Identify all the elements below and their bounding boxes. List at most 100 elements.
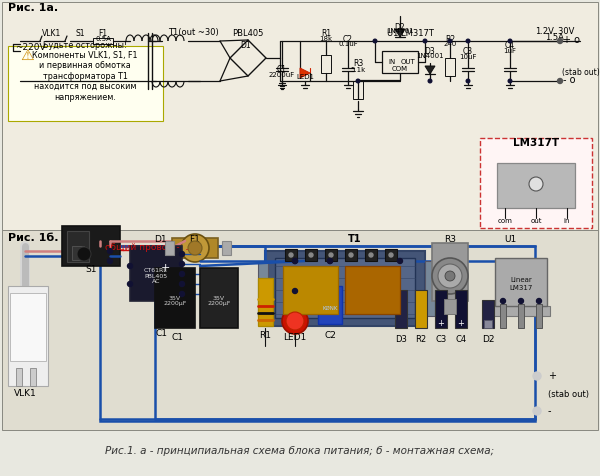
Text: - o: - o <box>563 75 575 85</box>
Text: 0.1uF: 0.1uF <box>338 41 358 47</box>
Bar <box>492 306 550 316</box>
Text: U1: U1 <box>504 235 516 244</box>
Circle shape <box>329 253 333 257</box>
Bar <box>455 290 467 328</box>
Circle shape <box>328 258 332 264</box>
Text: C4: C4 <box>505 41 515 50</box>
Bar <box>497 163 575 208</box>
Circle shape <box>438 264 462 288</box>
Bar <box>2 2 598 230</box>
Circle shape <box>181 234 209 262</box>
Bar <box>536 304 542 328</box>
Text: S1: S1 <box>75 30 85 39</box>
Text: D1: D1 <box>154 235 166 244</box>
Text: U1 LM317T: U1 LM317T <box>386 29 433 38</box>
Text: CT61RL
PBL405
AC: CT61RL PBL405 AC <box>144 268 168 284</box>
Text: R2: R2 <box>415 335 427 344</box>
Bar <box>415 290 427 328</box>
Circle shape <box>500 298 505 304</box>
Text: Linear
LM317: Linear LM317 <box>509 278 533 290</box>
Text: com: com <box>497 218 512 224</box>
Bar <box>258 278 273 326</box>
Text: VLK1: VLK1 <box>14 389 37 398</box>
Text: 10uF: 10uF <box>459 54 477 60</box>
Circle shape <box>536 298 542 304</box>
Bar <box>305 249 317 261</box>
Text: C2: C2 <box>324 331 336 340</box>
Bar <box>155 268 195 328</box>
Text: LED1: LED1 <box>283 334 307 343</box>
Bar <box>444 299 456 314</box>
Bar <box>72 246 84 260</box>
Text: R2: R2 <box>445 34 455 43</box>
Bar <box>325 249 337 261</box>
Circle shape <box>428 79 432 83</box>
Text: C4: C4 <box>455 335 467 344</box>
Text: ⚠: ⚠ <box>20 48 34 62</box>
Circle shape <box>466 79 470 83</box>
Circle shape <box>508 79 512 83</box>
Bar <box>165 241 174 255</box>
Circle shape <box>445 271 455 281</box>
Text: (stab out): (stab out) <box>562 69 600 78</box>
Bar <box>432 243 468 301</box>
Circle shape <box>356 79 360 83</box>
Text: LED1: LED1 <box>296 74 314 80</box>
Circle shape <box>293 258 298 264</box>
Bar <box>8 286 48 386</box>
Circle shape <box>179 261 185 267</box>
Text: Рис.1. а - принципиальная схема блока питания; б - монтажная схема;: Рис.1. а - принципиальная схема блока пи… <box>106 446 494 456</box>
Text: LM317T: LM317T <box>513 138 559 148</box>
Text: C3: C3 <box>463 48 473 57</box>
Text: F1: F1 <box>190 235 200 244</box>
Circle shape <box>533 407 541 415</box>
Bar <box>258 261 268 316</box>
Bar <box>8 46 163 121</box>
Text: общий провод -  ⊥: общий провод - ⊥ <box>105 244 193 252</box>
Circle shape <box>282 308 308 334</box>
Circle shape <box>293 288 298 294</box>
Circle shape <box>448 39 452 43</box>
Text: 1N4001: 1N4001 <box>386 28 414 34</box>
Text: D3: D3 <box>395 335 407 344</box>
Bar <box>100 246 535 421</box>
Text: 1uF: 1uF <box>503 48 517 54</box>
Bar <box>30 368 36 386</box>
Circle shape <box>328 258 332 264</box>
Circle shape <box>188 241 202 255</box>
Bar <box>172 238 218 258</box>
Circle shape <box>466 39 470 43</box>
Bar <box>495 258 547 306</box>
Text: D2: D2 <box>482 335 494 344</box>
Bar <box>16 368 22 386</box>
Bar <box>435 290 447 328</box>
Circle shape <box>432 258 468 294</box>
Text: C1: C1 <box>277 66 287 75</box>
Text: (stab out): (stab out) <box>548 389 589 398</box>
Circle shape <box>107 248 113 254</box>
Text: IN: IN <box>388 59 395 65</box>
Circle shape <box>309 253 313 257</box>
Circle shape <box>349 253 353 257</box>
Text: VLK1: VLK1 <box>43 30 62 39</box>
Text: R1: R1 <box>321 30 331 39</box>
Bar <box>518 304 524 328</box>
Text: T1: T1 <box>348 234 362 244</box>
Bar <box>321 55 331 73</box>
Text: S1: S1 <box>85 265 97 274</box>
Bar <box>484 320 492 328</box>
Circle shape <box>557 39 563 43</box>
Circle shape <box>293 258 298 264</box>
Circle shape <box>107 258 113 264</box>
Text: 240: 240 <box>443 41 457 47</box>
Bar <box>482 300 494 328</box>
Bar <box>275 258 415 318</box>
Bar <box>480 138 592 228</box>
Bar <box>382 51 418 73</box>
Circle shape <box>508 39 512 43</box>
Circle shape <box>533 372 541 380</box>
Bar <box>93 38 113 44</box>
Bar <box>318 286 342 324</box>
Text: C2: C2 <box>343 34 353 43</box>
Bar <box>67 231 89 262</box>
